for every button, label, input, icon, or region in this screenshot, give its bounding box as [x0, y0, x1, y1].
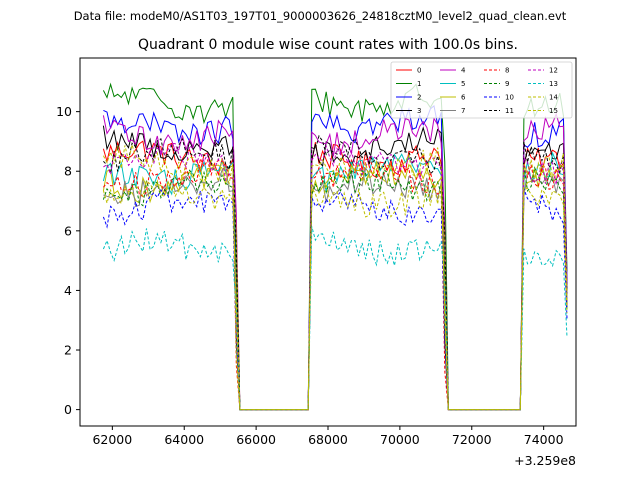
- x-tick-label: 62000: [92, 432, 132, 447]
- x-tick-label: 74000: [524, 432, 564, 447]
- y-tick-label: 8: [64, 164, 72, 179]
- legend-label-0: 0: [417, 67, 421, 75]
- x-tick-label: 66000: [236, 432, 276, 447]
- legend-label-11: 11: [505, 107, 514, 115]
- x-tick-label: 64000: [164, 432, 204, 447]
- legend-label-2: 2: [417, 94, 421, 102]
- legend-label-12: 12: [549, 67, 558, 75]
- series-line-10: [102, 188, 568, 411]
- series-line-4: [102, 112, 568, 411]
- legend-label-9: 9: [505, 80, 509, 88]
- legend-label-10: 10: [505, 94, 514, 102]
- x-tick-label: 70000: [380, 432, 420, 447]
- x-tick-label: 68000: [308, 432, 348, 447]
- y-tick-label: 10: [56, 104, 72, 119]
- series-line-12: [103, 142, 568, 411]
- legend-label-7: 7: [461, 107, 465, 115]
- y-tick-label: 0: [64, 402, 72, 417]
- series-line-13: [102, 226, 568, 411]
- plot-area: [79, 57, 577, 427]
- series-line-15: [102, 144, 568, 411]
- legend-label-3: 3: [417, 107, 421, 115]
- x-axis: 62000 64000 66000 68000 70000 72000 74000: [92, 426, 564, 447]
- x-offset-label: +3.259e8: [514, 453, 576, 468]
- series-line-9: [102, 165, 568, 411]
- legend-frame: [390, 61, 573, 119]
- y-tick-label: 2: [64, 343, 72, 358]
- legend-label-4: 4: [461, 67, 466, 75]
- legend-label-8: 8: [505, 67, 509, 75]
- legend-label-15: 15: [549, 107, 558, 115]
- y-tick-label: 6: [64, 223, 72, 238]
- legend-label-1: 1: [417, 80, 421, 88]
- x-tick-label: 72000: [452, 432, 492, 447]
- series-line-11: [103, 134, 568, 411]
- legend-label-13: 13: [549, 80, 558, 88]
- y-axis: 0 2 4 6 8 10: [56, 104, 80, 417]
- legend-label-14: 14: [549, 94, 558, 102]
- series-layer: [102, 82, 568, 411]
- series-line-1: [102, 82, 568, 411]
- legend-label-5: 5: [461, 80, 465, 88]
- legend-label-6: 6: [461, 94, 466, 102]
- series-line-14: [102, 179, 568, 411]
- y-tick-label: 4: [64, 283, 72, 298]
- chart-title: Quadrant 0 module wise count rates with …: [138, 37, 518, 53]
- figure-suptitle: Data file: modeM0/AS1T03_197T01_90000036…: [74, 9, 567, 23]
